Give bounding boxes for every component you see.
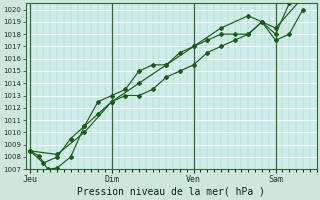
X-axis label: Pression niveau de la mer( hPa ): Pression niveau de la mer( hPa ) bbox=[77, 187, 265, 197]
